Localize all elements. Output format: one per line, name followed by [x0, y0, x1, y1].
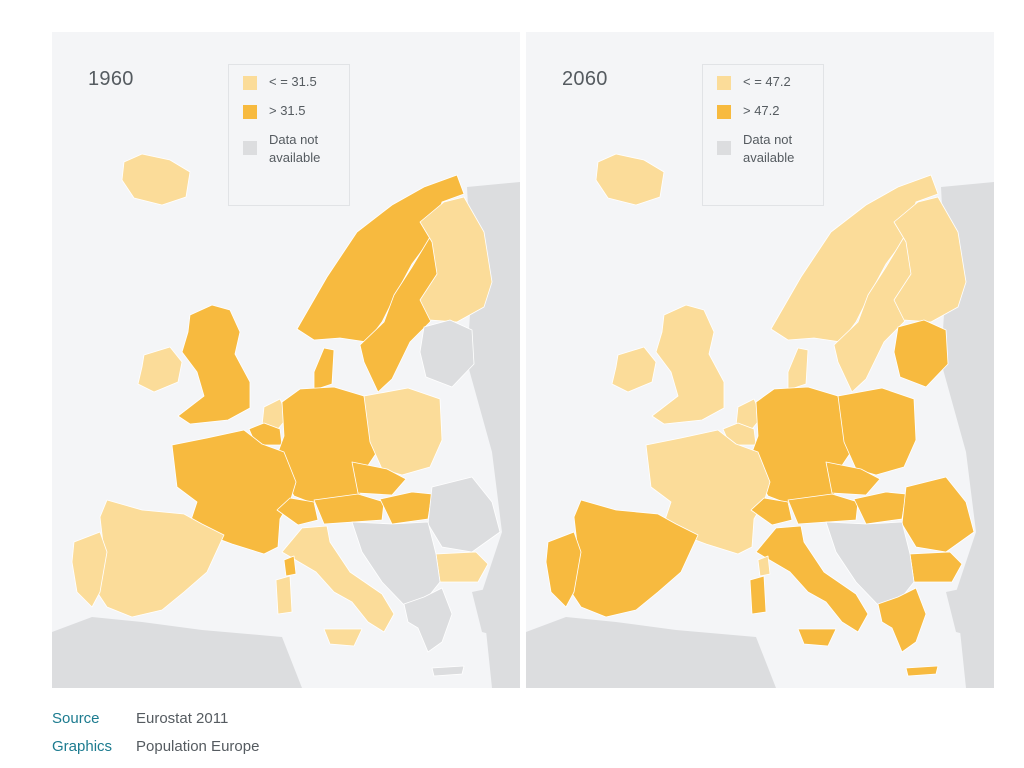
region-sardinia [275, 575, 293, 615]
region-uk [651, 304, 725, 425]
graphics-credit: Graphics Population Europe [52, 738, 259, 755]
map-year-label: 1960 [88, 68, 134, 90]
graphics-label: Graphics [52, 738, 113, 755]
region-finland [419, 196, 493, 323]
region-uk [177, 304, 251, 425]
region-portugal [71, 531, 108, 608]
region-corsica [757, 555, 771, 577]
legend-swatch-below [243, 76, 257, 90]
legend-label: Data not available [743, 132, 795, 165]
region-bulgaria [909, 551, 963, 583]
region-corsica [283, 555, 297, 577]
map-panel-1960: 1960 < = 31.5 > 31.5 Data not available [52, 32, 520, 688]
legend-item-not-available: Data not available [717, 131, 819, 167]
legend-swatch-not-available [243, 141, 257, 155]
source-value: Eurostat 2011 [136, 710, 229, 727]
region-czech [351, 461, 407, 496]
region-switzerland [276, 497, 319, 526]
region-iceland [121, 153, 191, 206]
europe-map-1960 [52, 153, 520, 688]
region-bulgaria [435, 551, 489, 583]
legend-label: < = 31.5 [269, 74, 317, 89]
legend-swatch-above [717, 105, 731, 119]
map-legend: < = 47.2 > 47.2 Data not available [702, 64, 824, 206]
region-iceland [595, 153, 665, 206]
context-turkey [472, 582, 520, 642]
region-portugal [545, 531, 582, 608]
map-panel-2060: 2060 < = 47.2 > 47.2 Data not available [526, 32, 994, 688]
source-credit: Source Eurostat 2011 [52, 710, 228, 727]
legend-item-below: < = 47.2 [717, 73, 819, 91]
region-sardinia [749, 575, 767, 615]
source-label: Source [52, 710, 100, 727]
region-denmark [313, 347, 335, 391]
region-czech [825, 461, 881, 496]
region-crete [905, 665, 939, 677]
legend-label: > 47.2 [743, 103, 780, 118]
map-legend: < = 31.5 > 31.5 Data not available [228, 64, 350, 206]
region-poland [837, 387, 917, 476]
region-france [171, 429, 297, 555]
region-baltics [419, 319, 475, 388]
region-greece [877, 587, 927, 653]
region-romania [427, 476, 501, 553]
legend-label: > 31.5 [269, 103, 306, 118]
region-greece [403, 587, 453, 653]
region-balkans [351, 521, 441, 608]
region-hungary [853, 491, 907, 525]
context-turkey [946, 582, 994, 642]
region-switzerland [750, 497, 793, 526]
europe-map-2060 [526, 153, 994, 688]
region-poland [363, 387, 443, 476]
region-sicily [797, 628, 837, 647]
region-austria [787, 493, 859, 525]
region-baltics [893, 319, 949, 388]
legend-swatch-below [717, 76, 731, 90]
region-italy [281, 525, 395, 633]
legend-label: < = 47.2 [743, 74, 791, 89]
region-finland [893, 196, 967, 323]
map-year-label: 2060 [562, 68, 608, 90]
region-crete [431, 665, 465, 677]
legend-item-above: > 31.5 [243, 102, 345, 120]
region-balkans [825, 521, 915, 608]
graphics-value: Population Europe [136, 738, 260, 755]
region-denmark [787, 347, 809, 391]
legend-label: Data not available [269, 132, 321, 165]
region-france [645, 429, 771, 555]
context-africa [52, 617, 302, 688]
region-ireland [611, 346, 657, 393]
legend-swatch-above [243, 105, 257, 119]
region-ireland [137, 346, 183, 393]
region-romania [901, 476, 975, 553]
region-austria [313, 493, 385, 525]
region-italy [755, 525, 869, 633]
region-hungary [379, 491, 433, 525]
legend-item-above: > 47.2 [717, 102, 819, 120]
legend-swatch-not-available [717, 141, 731, 155]
context-africa [526, 617, 776, 688]
region-sicily [323, 628, 363, 647]
legend-item-below: < = 31.5 [243, 73, 345, 91]
legend-item-not-available: Data not available [243, 131, 345, 167]
